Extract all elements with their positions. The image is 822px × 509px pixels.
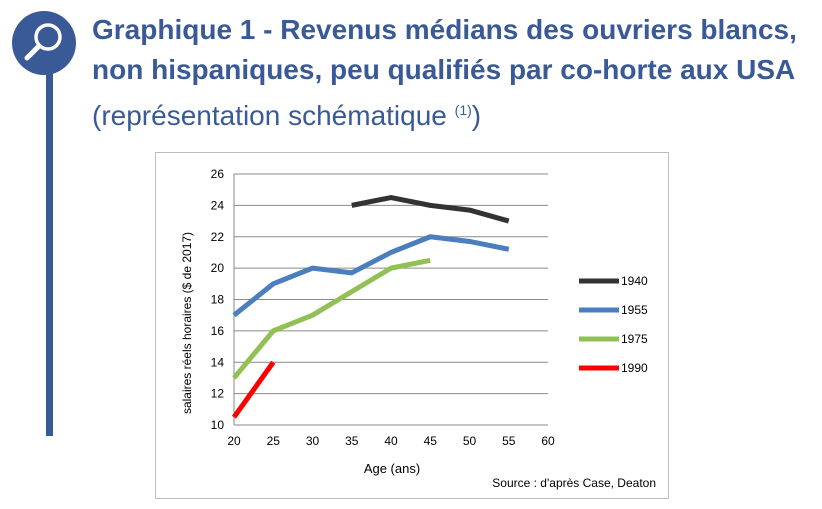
y-tick-label: 18: [211, 293, 225, 307]
line-chart: 10 12 14 16 18 20 22 24 26 20 25 30 35 40 45 50 55 60 194…: [180, 167, 648, 476]
accent-bar: [46, 72, 53, 436]
magnifier-icon: [11, 10, 77, 76]
chart-frame: 10 12 14 16 18 20 22 24 26 20 25 30 35 40 45 50 55 60 194…: [155, 152, 669, 499]
y-tick-label: 14: [211, 355, 225, 369]
legend-label-1955: 1955: [621, 303, 648, 317]
y-tick-label: 12: [211, 387, 225, 401]
grid-layer: [234, 173, 548, 426]
x-axis-label: Age (ans): [364, 461, 420, 476]
y-tick-label: 20: [211, 261, 225, 275]
x-tick-label: 55: [502, 434, 516, 448]
title-note-ref: (1): [454, 102, 472, 118]
y-tick-label: 16: [211, 324, 225, 338]
series-line-1990: [231, 360, 276, 419]
page-title: Graphique 1 - Revenus médians des ouvrie…: [92, 10, 812, 136]
series-line-1955: [232, 234, 510, 318]
x-tick-label: 35: [345, 434, 359, 448]
title-close: ): [471, 100, 482, 131]
legend-label-1990: 1990: [621, 361, 648, 375]
x-tick-label: 60: [541, 434, 555, 448]
legend-layer: 1940 1955 1975 1990: [579, 274, 648, 375]
series-line-1940: [351, 195, 510, 224]
y-tick-label: 26: [211, 167, 225, 181]
y-tick-label: 10: [211, 418, 225, 432]
series-line-1975: [232, 257, 431, 380]
y-tick-label: 24: [211, 198, 225, 212]
legend-label-1940: 1940: [621, 274, 648, 288]
title-light: (représentation schématique: [92, 100, 455, 131]
x-tick-label: 20: [227, 434, 241, 448]
axis-layer: 10 12 14 16 18 20 22 24 26 20 25 30 35 40 45 50 55 60: [211, 167, 555, 448]
y-tick-label: 22: [211, 230, 225, 244]
series-layer: [231, 195, 510, 419]
x-tick-label: 45: [424, 434, 438, 448]
title-bold: Graphique 1 - Revenus médians des ouvrie…: [92, 14, 797, 85]
x-tick-label: 50: [463, 434, 477, 448]
chart-source: Source : d'après Case, Deaton: [492, 476, 656, 490]
x-tick-label: 25: [267, 434, 281, 448]
x-tick-label: 40: [384, 434, 398, 448]
y-axis-label: salaires réels horaires ($ de 2017): [180, 232, 194, 414]
legend-label-1975: 1975: [621, 332, 648, 346]
x-tick-label: 30: [306, 434, 320, 448]
